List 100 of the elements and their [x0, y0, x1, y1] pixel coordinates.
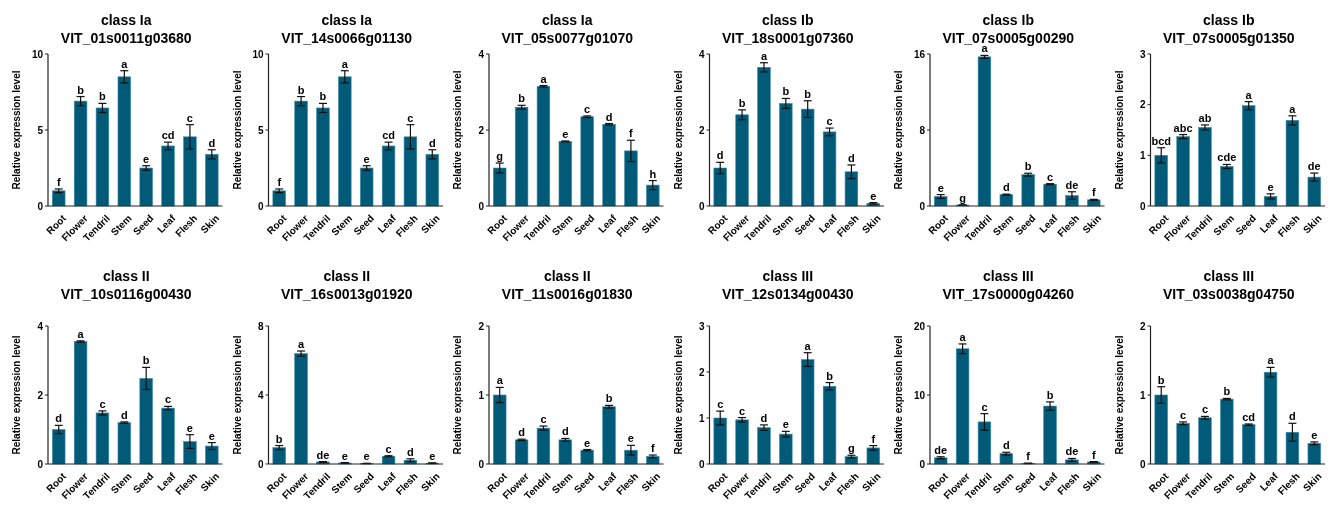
- data-label: h: [649, 167, 657, 180]
- y-tick-label: 1: [1139, 389, 1146, 401]
- x-tick-label: Skin: [859, 212, 883, 236]
- data-label: de: [934, 443, 948, 456]
- data-label: a: [298, 338, 306, 351]
- chart-title: class Ia: [100, 12, 152, 28]
- y-tick-label: 4: [698, 48, 705, 60]
- data-label: d: [605, 110, 613, 123]
- data-label: a: [121, 57, 129, 70]
- data-label: c: [385, 442, 392, 455]
- data-label: a: [1267, 354, 1275, 367]
- x-tick-label: Skin: [639, 470, 663, 494]
- y-tick-label: 16: [913, 48, 926, 60]
- data-label: a: [341, 57, 349, 70]
- y-axis-title: Relative expression level: [231, 335, 243, 455]
- y-tick-label: 2: [1139, 99, 1146, 111]
- data-label: d: [760, 411, 768, 424]
- data-label: e: [1267, 180, 1274, 193]
- data-label: c: [981, 400, 988, 413]
- data-label: a: [496, 374, 504, 387]
- chart-subtitle: VIT_17s0000g04260: [942, 286, 1075, 302]
- data-label: b: [1157, 373, 1165, 386]
- data-label: b: [142, 354, 150, 367]
- y-tick-label: 2: [698, 124, 705, 136]
- y-tick-label: 4: [257, 389, 264, 401]
- x-tick-label: Skin: [639, 212, 663, 236]
- y-tick-label: 1: [698, 412, 705, 424]
- data-label: e: [363, 450, 370, 463]
- chart-subtitle: VIT_10s0116g00430: [60, 286, 192, 302]
- data-label: cd: [382, 129, 395, 142]
- chart-subtitle: VIT_05s0077g01070: [501, 30, 634, 46]
- y-tick-label: 0: [698, 458, 705, 470]
- chart-subtitle: VIT_18s0001g07360: [721, 30, 854, 46]
- data-label: e: [208, 429, 215, 442]
- data-label: d: [1002, 181, 1010, 194]
- data-label: c: [540, 413, 547, 426]
- data-label: b: [319, 90, 327, 103]
- data-label: cde: [1217, 151, 1237, 164]
- y-tick-label: 3: [1139, 48, 1146, 60]
- data-label: f: [1091, 186, 1096, 199]
- data-label: a: [1289, 102, 1297, 115]
- data-label: a: [959, 330, 967, 343]
- data-label: e: [782, 418, 789, 431]
- data-label: d: [561, 425, 569, 438]
- chart-subtitle: VIT_03s0038g04750: [1162, 286, 1295, 302]
- data-label: d: [716, 149, 724, 162]
- chart-subtitle: VIT_11s0016g01830: [501, 286, 633, 302]
- data-label: e: [937, 181, 944, 194]
- y-axis-title: Relative expression level: [11, 335, 22, 455]
- y-axis-title: Relative expression level: [893, 335, 904, 455]
- y-axis-title: Relative expression level: [1113, 70, 1125, 190]
- data-label: e: [143, 152, 150, 165]
- x-tick-label: Skin: [418, 212, 442, 236]
- data-label: de: [1065, 445, 1079, 458]
- data-label: c: [717, 398, 724, 411]
- y-tick-label: 5: [37, 124, 44, 136]
- x-tick-label: Skin: [198, 470, 222, 494]
- data-label: bcd: [1151, 134, 1171, 147]
- data-label: c: [407, 111, 414, 124]
- data-label: de: [1307, 160, 1321, 173]
- data-label: b: [77, 83, 85, 96]
- data-label: b: [804, 87, 812, 100]
- data-label: f: [650, 442, 655, 455]
- y-tick-label: 0: [1139, 200, 1146, 212]
- y-tick-label: 4: [37, 320, 44, 332]
- y-tick-label: 5: [257, 124, 264, 136]
- data-label: b: [826, 369, 834, 382]
- data-label: c: [826, 115, 833, 128]
- y-axis-title: Relative expression level: [231, 70, 243, 190]
- y-axis-title: Relative expression level: [672, 70, 684, 190]
- chart-subtitle: VIT_01s0011g03680: [60, 30, 192, 46]
- data-label: b: [99, 90, 107, 103]
- data-label: c: [164, 393, 172, 406]
- x-tick-label: Skin: [1080, 470, 1104, 494]
- data-label: e: [341, 449, 348, 462]
- data-label: b: [275, 432, 283, 445]
- y-tick-label: 0: [257, 200, 264, 212]
- data-label: e: [584, 436, 591, 449]
- y-axis-title: Relative expression level: [1113, 335, 1125, 455]
- y-axis-title: Relative expression level: [11, 70, 22, 190]
- y-tick-label: 8: [919, 124, 926, 136]
- data-label: d: [1002, 439, 1010, 452]
- data-label: e: [363, 152, 370, 165]
- chart-subtitle: VIT_16s0013g01920: [280, 286, 413, 302]
- data-label: a: [77, 327, 85, 340]
- y-tick-label: 0: [37, 458, 44, 470]
- y-tick-label: 3: [698, 320, 705, 332]
- data-label: c: [186, 111, 193, 124]
- data-label: b: [1223, 385, 1231, 398]
- y-axis-title: Relative expression level: [452, 70, 463, 190]
- data-label: g: [848, 442, 855, 455]
- x-tick-label: Skin: [859, 470, 883, 494]
- y-axis-title: Relative expression level: [672, 335, 684, 455]
- data-label: d: [208, 136, 216, 149]
- chart-subtitle: VIT_07s0005g01350: [1162, 30, 1295, 46]
- chart-title: class III: [762, 268, 814, 284]
- data-label: abc: [1173, 121, 1193, 134]
- data-label: c: [584, 102, 591, 115]
- data-label: e: [562, 128, 569, 141]
- data-label: b: [782, 85, 790, 98]
